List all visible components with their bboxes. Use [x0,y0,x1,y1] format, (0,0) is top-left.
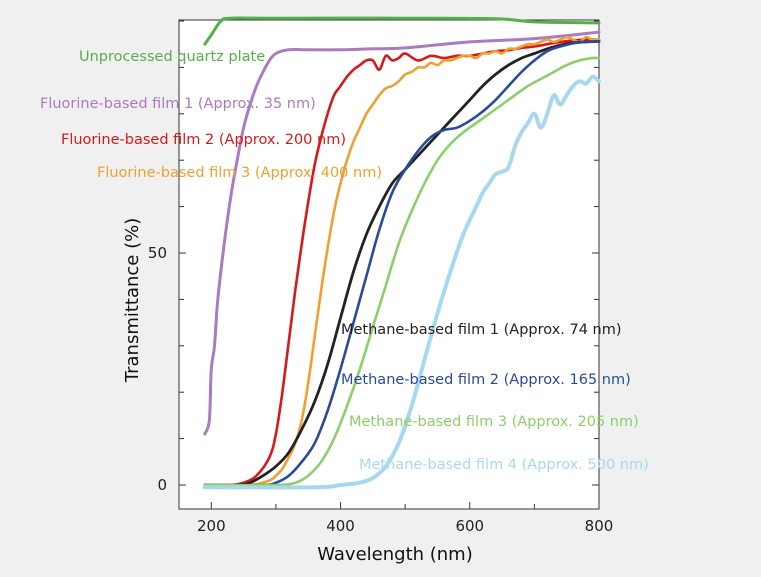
x-axis-title: Wavelength (nm) [317,544,473,565]
series-label-6: Methane-based film 2 (Approx. 165 nm) [341,372,631,388]
y-axis-title: Transmittance (%) [122,218,143,384]
series-label-3: Fluorine-based film 2 (Approx. 200 nm) [61,132,346,148]
x-tick-label: 800 [585,517,614,535]
series-line-8 [202,74,601,490]
x-tick-label: 200 [197,517,226,535]
series-line-6 [203,40,601,487]
plot-area [178,19,600,510]
series-label-5: Methane-based film 1 (Approx. 74 nm) [341,322,622,338]
series-label-1: Unprocessed quartz plate [79,49,265,65]
series-label-4: Fluorine-based film 3 (Approx. 400 nm) [97,165,382,181]
series-line-2 [203,30,601,436]
series-line-7 [203,56,601,487]
x-tick-label: 600 [455,517,484,535]
series-lines [202,16,601,490]
axis-ticks: 200 400 600 800 0 50 [148,20,614,535]
x-tick-label: 400 [326,517,355,535]
series-label-2: Fluorine-based film 1 (Approx. 35 nm) [40,96,316,112]
series-label-7: Methane-based film 3 (Approx. 205 nm) [349,414,639,430]
series-line-1 [203,16,601,46]
y-tick-label: 0 [157,476,167,494]
series-line-5 [203,40,601,487]
series-line-4 [203,35,601,487]
series-label-8: Methane-based film 4 (Approx. 500 nm) [359,457,649,473]
y-tick-label: 50 [148,244,167,262]
series-labels: Unprocessed quartz plate Fluorine-based f… [40,49,649,473]
